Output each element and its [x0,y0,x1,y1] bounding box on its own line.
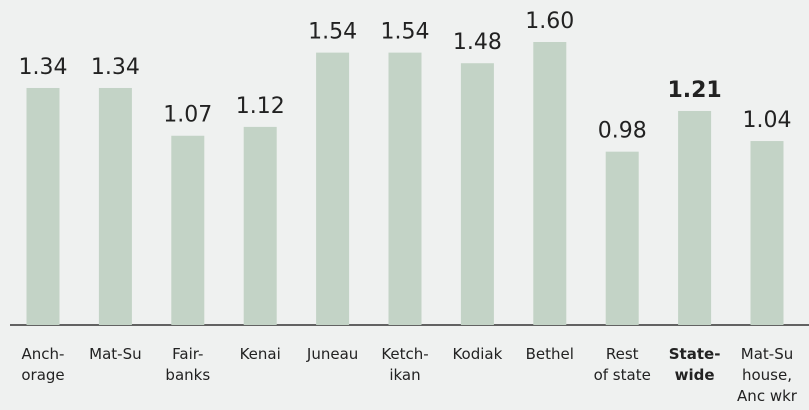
value-label: 1.12 [236,94,285,119]
bar [388,52,422,326]
x-tick-label: Anch-orage [21,345,64,384]
bar [678,110,712,325]
x-tick-label: Juneau [306,345,358,363]
x-tick-label: Mat-Su [89,345,141,363]
value-label: 1.04 [743,108,792,133]
value-label: 1.34 [91,55,140,80]
bar [171,135,205,325]
value-label: 1.34 [19,55,68,80]
bar [243,126,277,326]
value-label: 1.60 [525,9,574,34]
bar [750,141,784,325]
bar [605,151,639,325]
x-tick-label: Mat-Su house, Anc wkr [737,345,798,405]
value-label: 1.21 [667,78,721,103]
x-tick-label: Kodiak [452,345,502,363]
value-label: 1.54 [308,20,357,45]
x-tick-label: Bethel [526,345,574,363]
bar [533,42,567,325]
bar [98,87,132,325]
x-tick-label: Rest of state [594,345,651,384]
value-label: 0.98 [598,119,647,144]
bar [316,52,350,326]
x-tick-label: Ketch-ikan [381,345,428,384]
value-label: 1.48 [453,30,502,55]
value-label: 1.54 [381,20,430,45]
x-tick-label: State-wide [669,345,721,384]
bar [26,87,60,325]
x-tick-label: Fair-banks [165,345,210,384]
x-tick-label: Kenai [240,345,281,363]
bar [460,63,494,325]
value-label: 1.07 [163,103,212,128]
